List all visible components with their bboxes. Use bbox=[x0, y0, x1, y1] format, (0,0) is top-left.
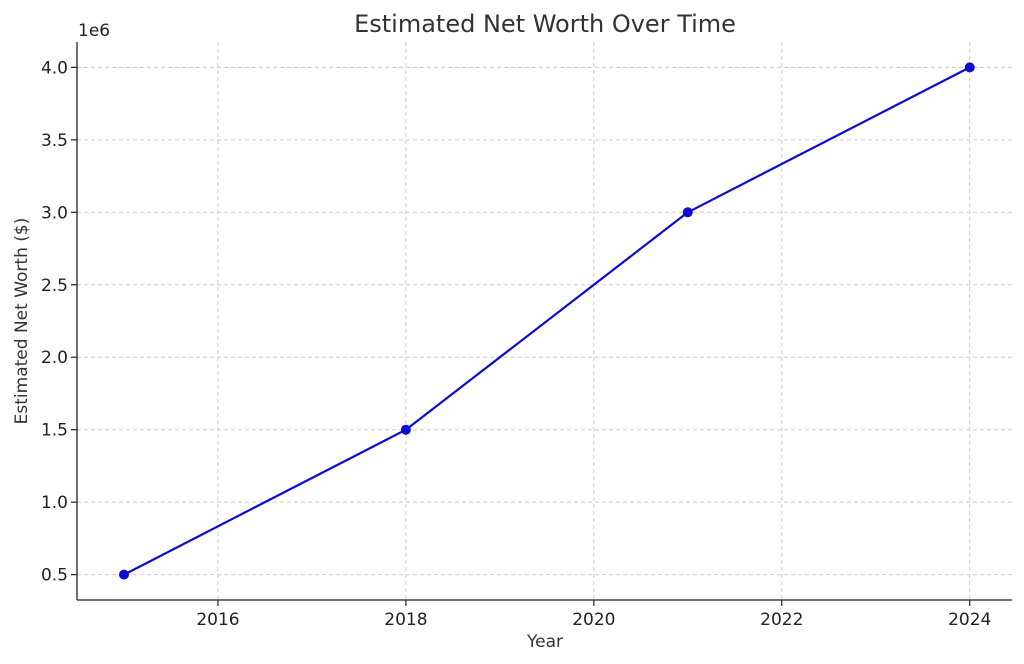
y-tick-label: 1.5 bbox=[41, 421, 68, 441]
y-axis-offset-label: 1e6 bbox=[78, 21, 110, 41]
x-tick-label: 2022 bbox=[760, 610, 803, 630]
y-tick-label: 3.0 bbox=[41, 203, 68, 223]
data-point bbox=[400, 424, 411, 435]
x-tick-label: 2018 bbox=[384, 610, 427, 630]
series-line bbox=[123, 66, 971, 576]
data-point bbox=[118, 569, 129, 580]
x-tick-label: 2020 bbox=[572, 610, 615, 630]
y-tick-label: 2.0 bbox=[41, 348, 68, 368]
y-tick-label: 3.5 bbox=[41, 131, 68, 151]
y-tick-label: 2.5 bbox=[41, 276, 68, 296]
axis-ticks: 2016 2018 2020 2022 2024 0.5 1.0 1.5 2.0 2.5 3.0 3.… bbox=[41, 42, 1012, 630]
data-point bbox=[964, 62, 975, 73]
data-point bbox=[682, 207, 693, 218]
x-tick-label: 2016 bbox=[196, 610, 239, 630]
y-axis-label: Estimated Net Worth ($) bbox=[12, 218, 32, 425]
x-tick-label: 2024 bbox=[948, 610, 991, 630]
y-tick-label: 0.5 bbox=[41, 566, 68, 586]
grid-lines bbox=[77, 42, 1012, 600]
x-axis-label: Year bbox=[526, 632, 563, 652]
y-tick-label: 1.0 bbox=[41, 493, 68, 513]
chart-title: Estimated Net Worth Over Time bbox=[354, 10, 736, 38]
y-tick-label: 4.0 bbox=[41, 58, 68, 78]
series-layer bbox=[118, 62, 975, 580]
plot-area-frame bbox=[77, 42, 1012, 600]
